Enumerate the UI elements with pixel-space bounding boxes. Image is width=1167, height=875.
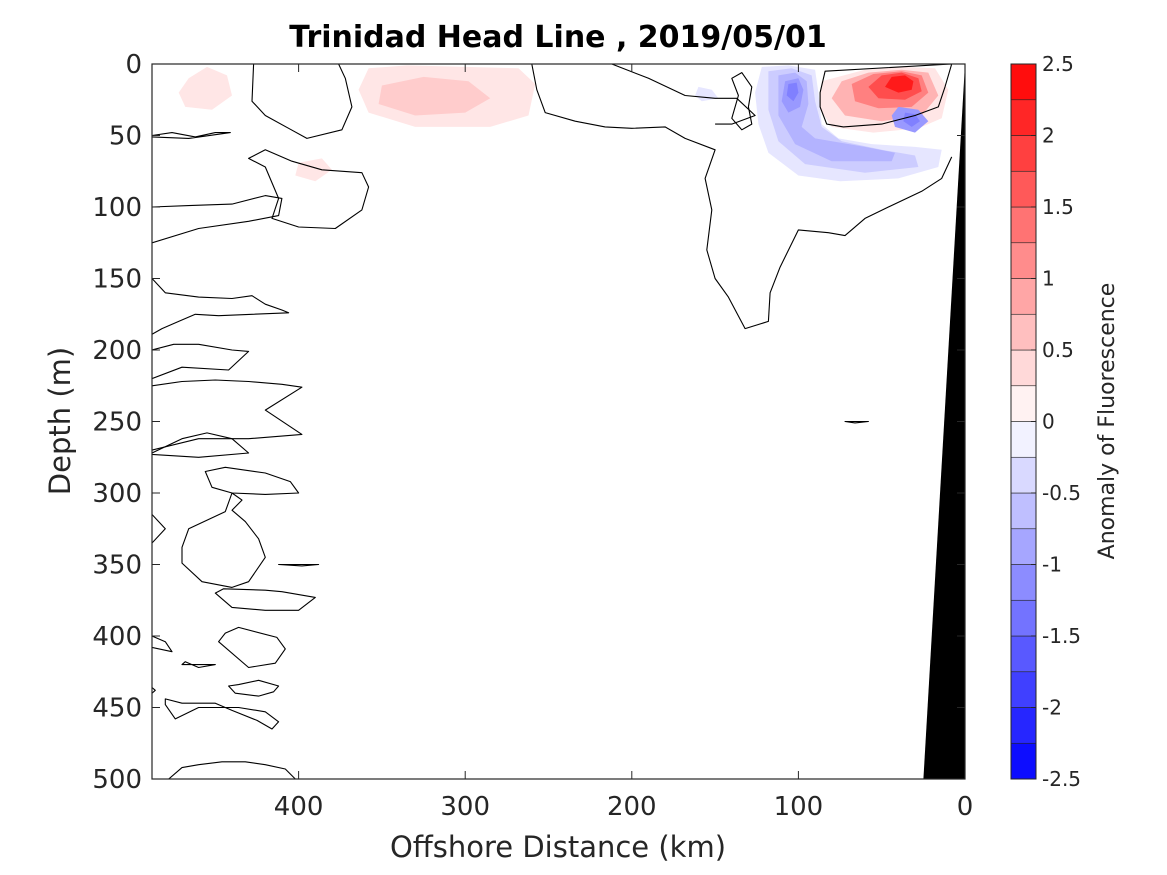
y-tick-label: 50 (109, 122, 142, 152)
zero-contour-line (819, 64, 953, 128)
colorbar-cell (1010, 135, 1037, 172)
zero-contour-line (531, 64, 953, 330)
zero-contour-line (152, 132, 231, 139)
colorbar-cell (1010, 492, 1037, 530)
colorbar-cell (1010, 242, 1037, 279)
y-tick-label: 400 (92, 622, 142, 652)
colorbar-cell (1010, 742, 1037, 780)
colorbar-cell (1010, 385, 1037, 422)
colorbar-cell (1010, 313, 1037, 351)
zero-contour-line (731, 72, 753, 131)
y-tick-label: 250 (92, 408, 142, 438)
zero-contour-line (152, 278, 290, 335)
positive-anomaly-patch (885, 75, 914, 93)
seafloor-shape (923, 64, 965, 779)
positive-anomaly-patch (178, 66, 232, 110)
y-tick-label: 150 (92, 265, 142, 295)
anomaly-patches (178, 65, 949, 182)
zero-contour-line (204, 466, 300, 495)
negative-anomaly-patch (903, 112, 920, 127)
colorbar-cell (1010, 206, 1037, 244)
positive-anomaly-patch (295, 158, 332, 182)
colorbar-cells (1010, 63, 1037, 780)
colorbar-cell (1010, 671, 1037, 708)
colorbar-tick-label: -2.5 (1042, 767, 1081, 791)
colorbar-tick-label: 1.5 (1042, 195, 1074, 219)
zero-contours (152, 64, 953, 779)
x-axis-ticks: 400 300 200 100 0 (274, 64, 973, 822)
zero-contour-line (168, 761, 296, 779)
zero-contour-line (152, 635, 173, 653)
x-tick-label: 300 (440, 792, 490, 822)
x-tick-label: 200 (607, 792, 657, 822)
y-tick-label: 200 (92, 336, 142, 366)
colorbar-tick-label: -2 (1042, 696, 1062, 720)
plot-background (152, 64, 965, 779)
colorbar-cell (1010, 528, 1037, 565)
colorbar-cell (1010, 564, 1037, 601)
colorbar-cell (1010, 707, 1037, 744)
colorbar-cell (1010, 635, 1037, 673)
zero-contour-line (164, 698, 280, 730)
y-axis-ticks: 0 50 100 150 200 250 300 350 400 450 500 (92, 50, 965, 795)
colorbar-cell (1010, 278, 1037, 315)
y-tick-label: 300 (92, 479, 142, 509)
plot-area: 400 300 200 100 0 0 50 100 150 200 250 300 350 400 45… (92, 50, 973, 822)
zero-contour-line (844, 420, 869, 424)
zero-contour-line (214, 588, 316, 611)
colorbar-cell (1010, 456, 1037, 494)
colorbar-cell (1010, 421, 1037, 458)
colorbar-tick-label: 2 (1042, 124, 1055, 148)
zero-contour-line (152, 195, 283, 244)
y-tick-label: 500 (92, 765, 142, 795)
seafloor-mask (923, 64, 965, 779)
x-tick-label: 400 (274, 792, 324, 822)
zero-contour-line (181, 661, 216, 669)
zero-contour-line (152, 432, 250, 458)
y-tick-label: 450 (92, 694, 142, 724)
zero-contour-line (228, 679, 280, 697)
colorbar-cell (1010, 170, 1037, 208)
colorbar-ticks: 2.5 2 1.5 1 0.5 0 -0.5 -1 -1.5 -2 -2.5 (1031, 52, 1081, 791)
positive-anomaly-patch (378, 76, 491, 116)
colorbar-tick-label: 2.5 (1042, 52, 1074, 76)
y-tick-label: 350 (92, 551, 142, 581)
zero-contour-line (181, 492, 266, 588)
x-tick-label: 100 (774, 792, 824, 822)
colorbar-label: Anomaly of Fluorescence (1095, 283, 1120, 560)
colorbar-tick-label: -1 (1042, 553, 1062, 577)
y-axis-label: Depth (m) (43, 347, 77, 495)
chart-title: Trinidad Head Line , 2019/05/01 (289, 20, 826, 55)
y-tick-label: 0 (125, 50, 142, 80)
colorbar-cell (1010, 599, 1037, 637)
colorbar: 2.5 2 1.5 1 0.5 0 -0.5 -1 -1.5 -2 -2.5 (1010, 52, 1081, 791)
negative-anomaly-patch (778, 72, 895, 162)
colorbar-tick-label: 0.5 (1042, 338, 1074, 362)
colorbar-tick-label: -1.5 (1042, 624, 1081, 648)
colorbar-tick-label: 1 (1042, 267, 1055, 291)
zero-contour-line (218, 626, 286, 669)
zero-contour-line (152, 343, 250, 380)
zero-contour-line (251, 64, 353, 139)
colorbar-cell (1010, 99, 1037, 136)
colorbar-tick-label: 0 (1042, 410, 1055, 434)
y-tick-label: 100 (92, 193, 142, 223)
negative-anomaly-patch (786, 82, 799, 102)
colorbar-cell (1010, 349, 1037, 387)
colorbar-tick-label: -0.5 (1042, 481, 1081, 505)
zero-contour-line (152, 514, 166, 544)
x-tick-label: 0 (957, 792, 974, 822)
colorbar-cell (1010, 63, 1037, 101)
zero-contour-line (152, 687, 156, 694)
zero-contour-line (278, 563, 320, 567)
x-axis-label: Offshore Distance (km) (390, 830, 726, 864)
